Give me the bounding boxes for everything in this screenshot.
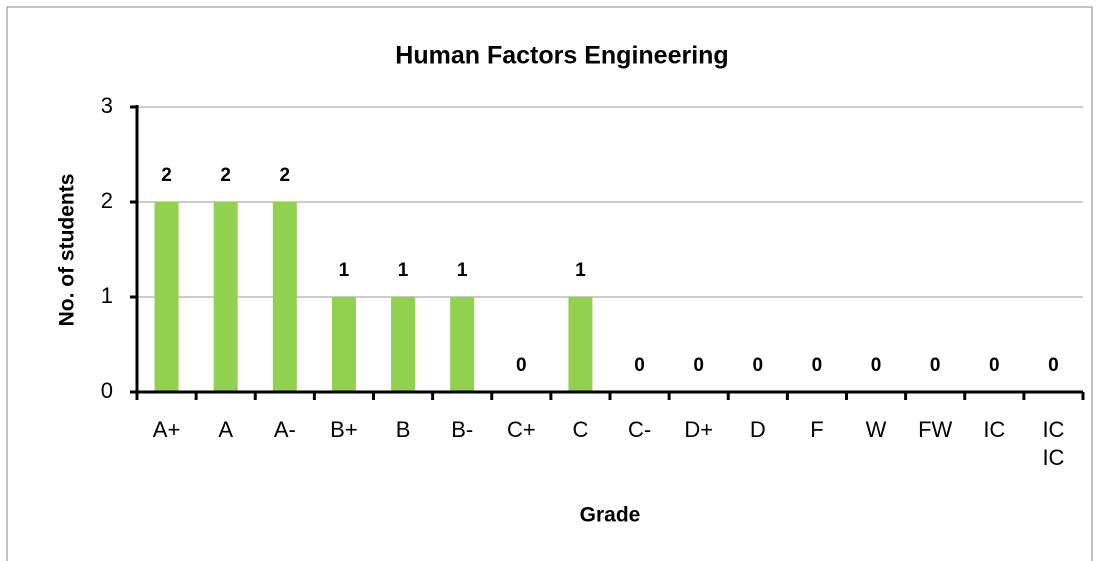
x-tick-label: D+: [684, 417, 714, 442]
bar: [391, 297, 416, 392]
bar: [213, 202, 238, 392]
y-tick-label: 1: [101, 283, 113, 308]
value-label: 2: [161, 165, 172, 186]
y-tick-label: 0: [101, 378, 113, 403]
x-tick-label: IC: [983, 417, 1006, 442]
value-label: 0: [1048, 355, 1059, 376]
x-tick-label: A: [218, 417, 234, 442]
x-tick-label: FW: [918, 417, 953, 442]
y-tick-label: 2: [101, 188, 113, 213]
x-tick-label: D: [749, 417, 766, 442]
x-tick-label: C-: [627, 417, 652, 442]
x-tick-label: B: [395, 417, 411, 442]
x-tick-label: A-: [273, 417, 296, 442]
value-label: 2: [280, 165, 291, 186]
value-label: 0: [693, 355, 704, 376]
value-label: 1: [575, 260, 586, 281]
x-tick-label: C: [572, 417, 589, 442]
x-tick-label: W: [865, 417, 887, 442]
x-tick-label: A+: [152, 417, 181, 442]
bar: [568, 297, 593, 392]
chart-border: [6, 6, 1093, 561]
chart-title: Human Factors Engineering: [395, 42, 728, 70]
x-tick-label: B+: [330, 417, 358, 442]
x-tick-label: F: [810, 417, 824, 442]
value-label: 1: [339, 260, 350, 281]
bar: [272, 202, 297, 392]
value-label: 0: [634, 355, 645, 376]
value-label: 0: [753, 355, 764, 376]
value-label: 0: [930, 355, 941, 376]
value-label: 0: [871, 355, 882, 376]
bar: [450, 297, 475, 392]
value-label: 0: [516, 355, 527, 376]
value-label: 0: [812, 355, 823, 376]
x-tick-label: IC IC: [1042, 417, 1065, 470]
y-axis-title: No. of students: [56, 174, 79, 327]
value-label: 0: [989, 355, 1000, 376]
x-axis-title: Grade: [580, 504, 641, 527]
value-label: 1: [398, 260, 409, 281]
value-label: 1: [457, 260, 468, 281]
y-tick-label: 3: [101, 93, 113, 118]
x-tick-label: C+: [506, 417, 536, 442]
bar: [154, 202, 179, 392]
x-tick-label: B-: [451, 417, 474, 442]
bar: [331, 297, 356, 392]
value-label: 2: [220, 165, 231, 186]
